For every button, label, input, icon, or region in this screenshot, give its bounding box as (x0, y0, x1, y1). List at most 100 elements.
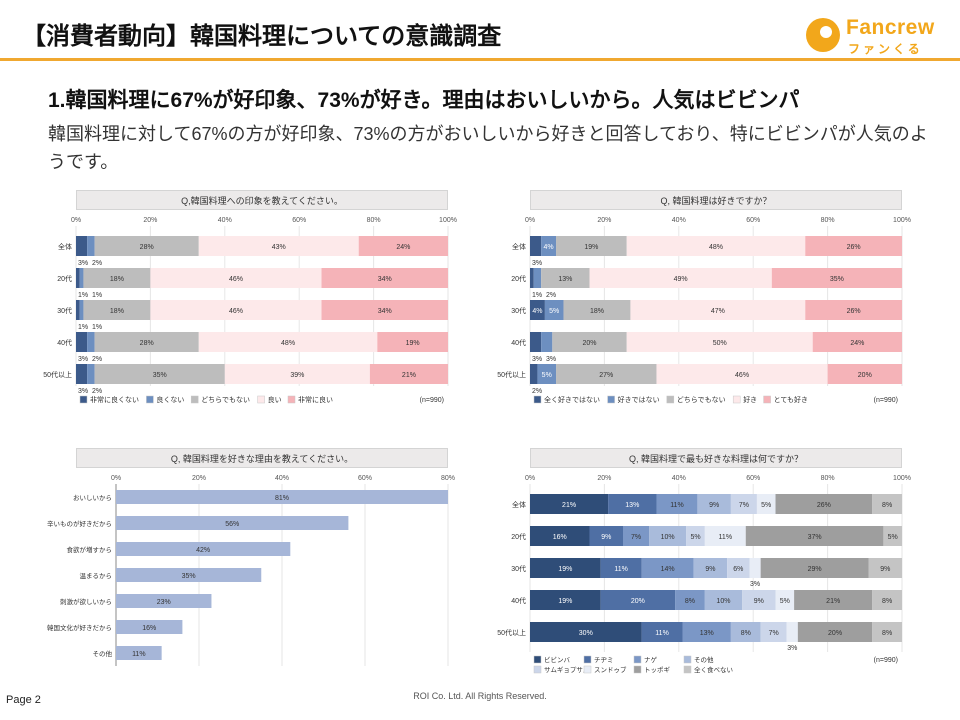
data-label: 18% (110, 308, 124, 315)
bar-segment (727, 558, 750, 578)
bar-segment (76, 332, 88, 352)
data-label: 35% (153, 372, 167, 379)
bar-segment (730, 622, 761, 642)
data-label: 8% (882, 502, 892, 509)
bar-segment (868, 558, 902, 578)
bar (116, 568, 262, 582)
data-label: 14% (661, 566, 675, 573)
bar-segment (358, 236, 448, 256)
category-label: 30代 (57, 306, 72, 315)
legend-label: どちらでもない (201, 396, 250, 404)
bar-segment (775, 494, 873, 514)
data-label: 26% (817, 502, 831, 509)
chart-like: 0% 20% 40% 60% 80% 100% 全体 4% 19% 48% 26% 3% 20代 13% 4… (497, 217, 911, 404)
bar-segment (556, 236, 627, 256)
data-label: 13% (700, 630, 714, 637)
data-label: 28% (140, 340, 154, 347)
bar-segment (805, 300, 902, 320)
data-label: 28% (140, 244, 154, 251)
data-label: 19% (584, 244, 598, 251)
data-label: 13% (625, 502, 639, 509)
bar-segment (600, 590, 676, 610)
data-label: 1% (78, 292, 88, 299)
bar-segment (530, 332, 542, 352)
data-label: 35% (830, 276, 844, 283)
logo-subtext: ファンくる (848, 42, 923, 56)
data-label: 2% (92, 356, 102, 363)
category-label: 辛いものが好きだから (47, 519, 112, 528)
bar-segment (641, 558, 694, 578)
header-divider (0, 58, 960, 61)
legend-label: 非常に良い (298, 395, 333, 404)
x-tick-label: 100% (439, 217, 457, 224)
legend-swatch (190, 395, 199, 404)
x-tick-label: 60% (746, 475, 760, 482)
data-label: 23% (157, 599, 171, 606)
bar-segment (697, 494, 731, 514)
x-tick-label: 60% (746, 217, 760, 224)
bar-segment (797, 622, 873, 642)
bar-segment (530, 364, 538, 384)
data-label: 4% (532, 308, 542, 315)
category-label: 50代以上 (43, 370, 72, 379)
data-label: 9% (880, 566, 890, 573)
category-label: 全体 (58, 242, 72, 251)
data-label: 46% (735, 372, 749, 379)
data-label: 46% (229, 308, 243, 315)
chart-reasons: 0% 20% 40% 60% 80% おいしいから 81% 辛いものが好きだから 56% 食欲が増… (47, 475, 455, 666)
legend-swatch (763, 395, 771, 404)
data-label: 43% (272, 244, 286, 251)
legend-swatch (533, 655, 542, 664)
bar-segment (745, 526, 884, 546)
copyright: ROI Co. Ltd. All Rights Reserved. (413, 691, 547, 701)
data-label: 13% (558, 276, 572, 283)
data-label: 24% (850, 340, 864, 347)
category-label: 刺激が欲しいから (60, 597, 112, 606)
data-label: 5% (888, 534, 898, 541)
bar-segment (377, 332, 448, 352)
bar-segment (556, 364, 657, 384)
legend-swatch (533, 395, 542, 404)
bar-segment (589, 526, 623, 546)
data-label: 46% (229, 276, 243, 283)
bar-segment (756, 494, 776, 514)
data-label: 11% (719, 534, 733, 541)
bar-segment (83, 300, 151, 320)
bar (116, 620, 183, 634)
legend-swatch (287, 395, 296, 404)
bar-segment (537, 364, 557, 384)
data-label: 37% (808, 534, 822, 541)
legend-swatch (633, 655, 642, 664)
data-label: 2% (92, 388, 102, 395)
legend-swatch (583, 665, 592, 674)
data-label: 21% (562, 502, 576, 509)
bar-segment (786, 622, 798, 642)
category-label: 韓国文化が好きだから (47, 623, 112, 632)
legend-label: スンドゥブ (594, 665, 627, 674)
x-tick-label: 80% (441, 475, 455, 482)
legend-label: サムギョプサル (544, 666, 590, 674)
bar-segment (682, 622, 731, 642)
bar-segment (730, 494, 757, 514)
bar-segment (704, 526, 746, 546)
bar-segment (675, 590, 705, 610)
chart-favorite-dish: 0% 20% 40% 60% 80% 100% 全体 21% 13% 11% 9% 7% 5% 26% 8%… (497, 475, 911, 674)
data-label: 3% (78, 356, 88, 363)
legend-swatch (633, 665, 642, 674)
bar-segment (87, 364, 95, 384)
data-label: 50% (713, 340, 727, 347)
data-label: 7% (739, 502, 749, 509)
legend-swatch (257, 395, 265, 404)
data-label: 2% (532, 388, 542, 395)
data-label: 26% (847, 244, 861, 251)
chart3-title: Q, 韓国料理を好きな理由を教えてください。 (76, 448, 448, 468)
data-label: 7% (631, 534, 641, 541)
sample-size-label: (n=990) (420, 397, 444, 404)
bar-segment (150, 268, 322, 288)
logo-mark-icon (806, 18, 840, 52)
bar-segment (600, 558, 642, 578)
data-label: 2% (92, 260, 102, 267)
data-label: 9% (601, 534, 611, 541)
data-label: 19% (558, 598, 572, 605)
data-label: 48% (709, 244, 723, 251)
